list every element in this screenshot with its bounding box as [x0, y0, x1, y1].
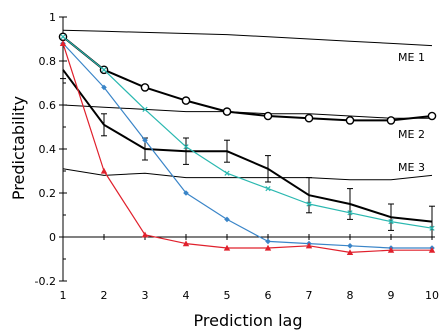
series-line: [62, 69, 433, 223]
x-tick-label: 9: [388, 289, 395, 302]
data-point: [305, 242, 313, 249]
annotation-me-2: ME 2: [398, 128, 425, 141]
data-point: [59, 40, 67, 46]
data-point: [224, 170, 230, 176]
data-point: [222, 107, 232, 116]
y-tick-label: 0.4: [39, 143, 57, 156]
y-tick-label: 0.6: [39, 99, 57, 112]
data-point: [142, 137, 148, 143]
series-line: [62, 29, 433, 47]
series-line: [62, 104, 432, 119]
x-tick-label: 3: [142, 289, 149, 302]
data-point: [265, 238, 271, 245]
data-point: [429, 225, 435, 231]
plot-area: ME 1 ME 2 ME 3: [58, 29, 437, 255]
data-point: [346, 249, 354, 255]
data-point: [224, 216, 230, 223]
x-tick-label: 7: [306, 289, 313, 302]
data-point: [347, 210, 353, 216]
x-axis-title: Prediction lag: [194, 311, 303, 330]
series-line: [62, 43, 432, 253]
data-point: [386, 116, 396, 125]
data-point: [347, 243, 353, 249]
annotation-me-3: ME 3: [398, 161, 425, 174]
y-tick-label: -0.2: [35, 275, 56, 288]
data-point: [387, 247, 395, 253]
data-point: [265, 185, 271, 192]
series-series-7: [59, 40, 436, 255]
data-point: [264, 244, 272, 251]
data-point: [60, 34, 66, 40]
x-tick-label: 8: [347, 289, 354, 302]
x-tick-label: 5: [224, 289, 231, 302]
data-point: [101, 84, 107, 91]
data-point: [182, 240, 190, 247]
x-tick-label: 10: [425, 289, 439, 302]
labels: Prediction lag Predictability: [9, 96, 302, 330]
series-series-5: [60, 34, 435, 231]
data-point: [140, 83, 150, 92]
x-tick-label: 4: [183, 289, 190, 302]
data-point: [306, 201, 312, 207]
data-point: [183, 144, 189, 150]
data-point: [181, 96, 191, 105]
data-point: [223, 244, 231, 251]
y-tick-label: 0: [49, 231, 56, 244]
data-point: [263, 111, 273, 121]
data-point: [183, 190, 189, 196]
x-tick-label: 1: [60, 289, 67, 302]
series-series-3: [58, 32, 437, 125]
data-point: [428, 247, 436, 253]
series-me-2: [62, 104, 432, 119]
data-point: [388, 218, 394, 225]
data-point: [427, 111, 437, 121]
y-tick-label: 1: [49, 11, 56, 24]
series-me-3: [62, 168, 433, 181]
x-tick-label: 2: [101, 289, 108, 302]
data-point: [100, 167, 108, 174]
series-line: [62, 42, 432, 249]
series-me-1: [62, 29, 433, 47]
y-axis-title: Predictability: [9, 96, 28, 200]
axes: -0.2 0 0.2 0.4 0.6 0.8 1 1 2 3 4 5 6 7 8 9 10: [35, 11, 439, 302]
series-series-4: [60, 60, 435, 238]
y-tick-label: 0.2: [39, 187, 57, 200]
series-line: [62, 36, 433, 122]
data-point: [345, 116, 355, 125]
data-point: [141, 231, 149, 238]
data-point: [304, 113, 314, 123]
y-tick-label: 0.8: [39, 55, 57, 68]
series-line: [62, 36, 433, 229]
data-point: [142, 106, 148, 113]
x-tick-label: 6: [265, 289, 272, 302]
annotation-me-1: ME 1: [398, 51, 425, 64]
data-point: [101, 67, 107, 73]
series-line: [62, 168, 433, 181]
